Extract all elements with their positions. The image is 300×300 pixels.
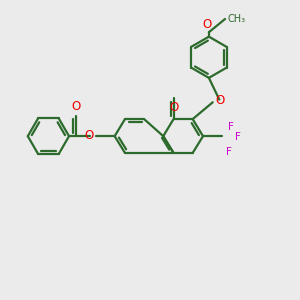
Text: O: O: [203, 18, 212, 31]
Text: O: O: [85, 129, 94, 142]
Text: O: O: [169, 101, 178, 114]
Text: CH₃: CH₃: [227, 14, 246, 24]
Text: F: F: [235, 132, 240, 142]
Text: F: F: [228, 122, 234, 132]
Text: O: O: [72, 100, 81, 113]
Text: F: F: [226, 147, 232, 157]
Text: O: O: [215, 94, 224, 107]
